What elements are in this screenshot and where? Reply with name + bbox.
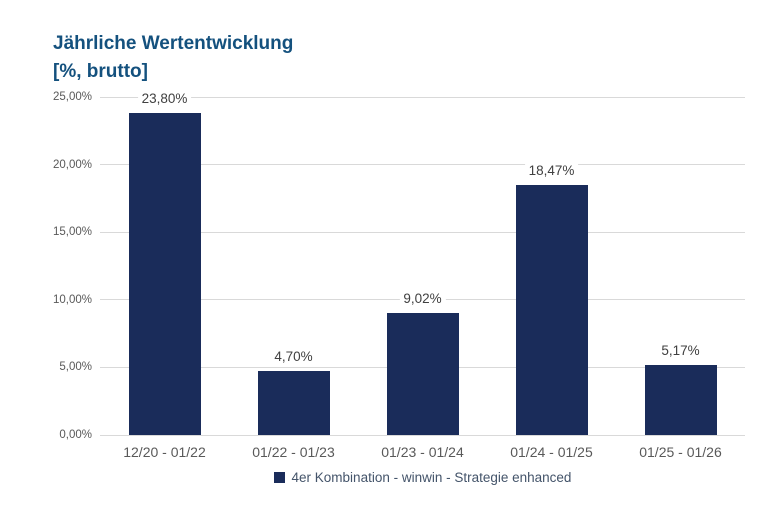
bar-value-label: 4,70% (270, 349, 317, 366)
x-axis: 12/20 - 01/22 01/22 - 01/23 01/23 - 01/24 0… (100, 444, 745, 460)
bar (386, 313, 459, 435)
gridline (100, 164, 745, 166)
bar-column: 9,02% (358, 97, 487, 435)
gridline (100, 96, 745, 98)
bars-row: 23,80% 4,70% 9,02% 18,47% 5,17% (100, 91, 745, 435)
x-axis-category-label: 12/20 - 01/22 (123, 444, 206, 460)
x-axis-category-label: 01/25 - 01/26 (639, 444, 722, 460)
bar (644, 365, 717, 435)
y-axis-tick-label: 0,00% (59, 429, 92, 441)
x-axis-category-label: 01/23 - 01/24 (381, 444, 464, 460)
y-axis: 25,00% 20,00% 15,00% 10,00% 5,00% 0,00% (0, 91, 92, 441)
bar-value-label: 18,47% (524, 163, 579, 180)
bar (128, 113, 201, 435)
bar-value-label: 9,02% (399, 291, 446, 308)
legend-series-label: 4er Kombination - winwin - Strategie enh… (291, 470, 572, 485)
bar-column: 18,47% (487, 97, 616, 435)
legend: 4er Kombination - winwin - Strategie enh… (100, 470, 745, 485)
bar-column: 5,17% (616, 97, 745, 435)
y-axis-tick-label: 10,00% (52, 293, 92, 306)
legend-marker-square (273, 472, 285, 483)
bar-value-label: 5,17% (657, 343, 704, 360)
y-axis-tick-label: 15,00% (52, 226, 92, 239)
bar-column: 23,80% (100, 91, 229, 435)
y-axis-tick-label: 5,00% (59, 361, 92, 374)
chart-title: Jährliche Wertentwicklung [%, brutto] (53, 30, 293, 86)
y-axis-tick-label: 20,00% (52, 158, 92, 171)
chart-title-line-1: Jährliche Wertentwicklung (53, 33, 294, 54)
chart-title-line-2: [%, brutto] (53, 61, 148, 82)
bar-value-label: 23,80% (137, 91, 192, 108)
gridline (100, 231, 745, 233)
gridline (100, 434, 745, 436)
plot-area: 23,80% 4,70% 9,02% 18,47% 5,17% (100, 91, 745, 436)
bar-column: 4,70% (229, 97, 358, 435)
y-axis-tick-label: 25,00% (52, 91, 92, 103)
x-axis-category-label: 01/24 - 01/25 (510, 444, 593, 460)
bar (257, 371, 330, 435)
x-axis-category-label: 01/22 - 01/23 (252, 444, 335, 460)
bar (515, 185, 588, 435)
